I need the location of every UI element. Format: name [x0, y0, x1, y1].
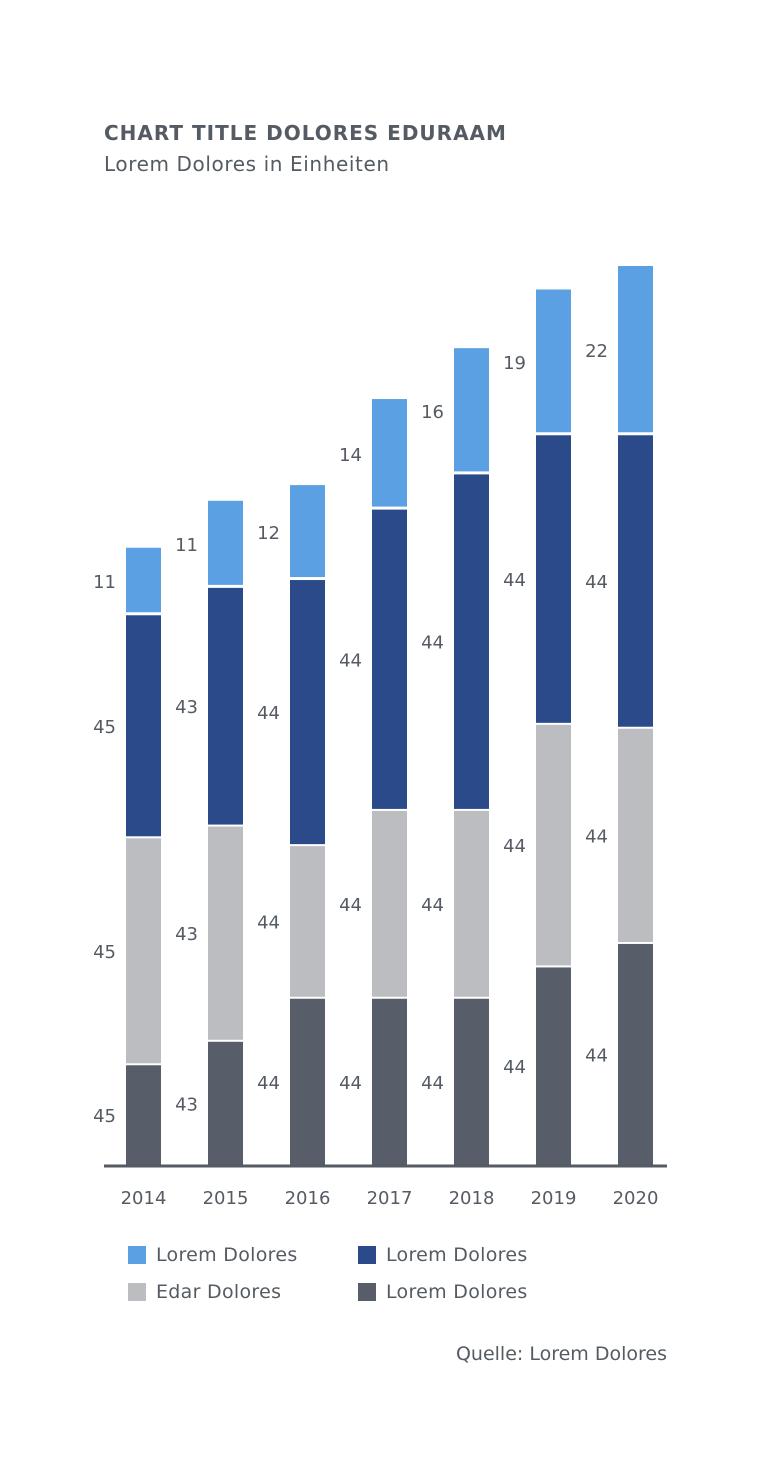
- bar-segment-light-gray-2015: [208, 826, 243, 1040]
- value-label-light-blue-2017: 14: [339, 445, 362, 466]
- x-tick-label-2017: 2017: [367, 1188, 413, 1209]
- bar-segment-dark-gray-2018: [454, 998, 489, 1165]
- bar-segment-dark-blue-2015: [208, 587, 243, 825]
- value-label-dark-gray-2020: 44: [585, 1045, 608, 1066]
- value-labels-group: 45 45 45 11 43 43 43 11 44 44 44 12 44 44 44 14 44 44 44 16…: [93, 341, 608, 1127]
- value-label-dark-gray-2014: 45: [93, 1106, 116, 1127]
- bar-segment-light-blue-2018: [454, 348, 489, 472]
- bar-segment-dark-blue-2014: [126, 615, 161, 837]
- x-tick-label-2020: 2020: [613, 1188, 659, 1209]
- bar-segment-light-gray-2014: [126, 838, 161, 1064]
- value-label-light-blue-2018: 16: [421, 402, 444, 423]
- source-note: Quelle: Lorem Dolores: [455, 1343, 667, 1365]
- value-label-light-blue-2020: 22: [585, 341, 608, 362]
- bar-segment-dark-gray-2019: [536, 967, 571, 1165]
- bar-segment-dark-blue-2018: [454, 474, 489, 809]
- x-tick-labels-group: 2014 2015 2016 2017 2018 2019 2020: [121, 1188, 659, 1209]
- value-label-dark-blue-2019: 44: [503, 570, 526, 591]
- bar-segment-light-blue-2020: [618, 266, 653, 433]
- bar-segment-dark-blue-2020: [618, 435, 653, 727]
- bar-segment-light-gray-2019: [536, 724, 571, 966]
- value-label-light-gray-2016: 44: [257, 912, 280, 933]
- value-label-light-blue-2015: 11: [175, 535, 198, 556]
- value-label-dark-gray-2015: 43: [175, 1094, 198, 1115]
- value-label-dark-gray-2019: 44: [503, 1057, 526, 1078]
- value-label-light-gray-2018: 44: [421, 895, 444, 916]
- value-label-dark-gray-2018: 44: [421, 1073, 444, 1094]
- value-label-light-gray-2015: 43: [175, 924, 198, 945]
- bar-segment-light-gray-2016: [290, 846, 325, 997]
- value-label-light-blue-2019: 19: [503, 353, 526, 374]
- x-tick-label-2016: 2016: [285, 1188, 331, 1209]
- bar-segment-dark-gray-2014: [126, 1065, 161, 1165]
- value-label-dark-blue-2014: 45: [93, 717, 116, 738]
- bar-segment-dark-blue-2017: [372, 509, 407, 809]
- x-tick-label-2018: 2018: [449, 1188, 495, 1209]
- bar-segment-light-gray-2020: [618, 728, 653, 942]
- bar-segment-light-gray-2017: [372, 810, 407, 997]
- bar-segment-dark-blue-2016: [290, 580, 325, 845]
- bars-group: [126, 266, 653, 1165]
- value-label-light-gray-2014: 45: [93, 942, 116, 963]
- value-label-dark-blue-2017: 44: [339, 650, 362, 671]
- x-tick-label-2014: 2014: [121, 1188, 167, 1209]
- value-label-dark-blue-2018: 44: [421, 633, 444, 654]
- bar-segment-light-blue-2019: [536, 289, 571, 433]
- chart-subtitle: Lorem Dolores in Einheiten: [104, 152, 390, 176]
- bar-segment-dark-gray-2016: [290, 998, 325, 1165]
- value-label-light-blue-2014: 11: [93, 572, 116, 593]
- value-label-dark-gray-2016: 44: [257, 1073, 280, 1094]
- bar-segment-light-blue-2015: [208, 500, 243, 585]
- x-tick-label-2019: 2019: [531, 1188, 577, 1209]
- bar-segment-dark-blue-2019: [536, 435, 571, 723]
- bar-segment-dark-gray-2020: [618, 943, 653, 1165]
- value-label-light-blue-2016: 12: [257, 523, 280, 544]
- value-label-dark-gray-2017: 44: [339, 1073, 362, 1094]
- chart-title: CHART TITLE DOLORES EDURAAM: [104, 121, 507, 145]
- bar-segment-light-blue-2014: [126, 547, 161, 613]
- value-label-dark-blue-2015: 43: [175, 697, 198, 718]
- bar-segment-dark-gray-2015: [208, 1041, 243, 1165]
- value-label-light-gray-2019: 44: [503, 836, 526, 857]
- bar-segment-light-blue-2016: [290, 485, 325, 578]
- bar-segment-light-blue-2017: [372, 399, 407, 507]
- value-label-dark-blue-2020: 44: [585, 572, 608, 593]
- value-label-light-gray-2020: 44: [585, 826, 608, 847]
- bar-segment-light-gray-2018: [454, 810, 489, 997]
- bar-segment-dark-gray-2017: [372, 998, 407, 1165]
- value-label-light-gray-2017: 44: [339, 895, 362, 916]
- value-label-dark-blue-2016: 44: [257, 703, 280, 724]
- x-tick-label-2015: 2015: [203, 1188, 249, 1209]
